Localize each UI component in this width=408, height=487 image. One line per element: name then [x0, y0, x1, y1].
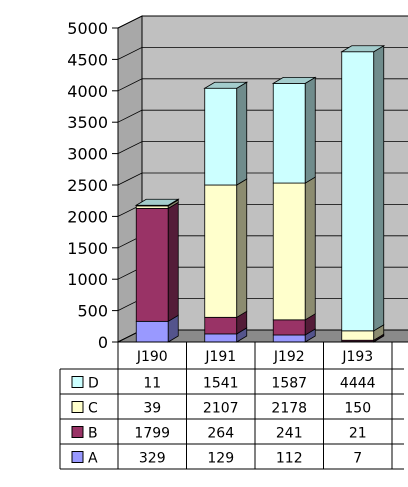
category-label: J191	[204, 349, 236, 365]
bar-segment	[272, 334, 306, 343]
y-tick-label: 2500	[67, 176, 108, 195]
bar-top	[134, 198, 180, 206]
data-value: 2178	[271, 401, 307, 417]
data-value: 4444	[340, 376, 376, 392]
gridline	[117, 109, 408, 123]
data-value: 129	[207, 451, 234, 467]
gridline	[117, 172, 408, 186]
y-tick-label: 2000	[67, 207, 108, 226]
legend-swatch	[71, 426, 84, 438]
y-axis: 0 500 1000 1500 2000 2500 3000 3500 4000 4500 5000	[67, 19, 119, 352]
data-value: 1541	[203, 376, 239, 392]
legend-swatch	[71, 451, 84, 463]
legend-swatch	[71, 401, 84, 413]
bar-segment	[204, 316, 238, 335]
bar-top	[203, 81, 249, 89]
legend-swatch	[71, 376, 84, 388]
data-value: 11	[143, 376, 161, 392]
data-value: 329	[139, 451, 166, 467]
category-label: J192	[273, 349, 305, 365]
data-value: 21	[349, 426, 367, 442]
category-label: J193	[341, 349, 373, 365]
y-tick-label: 3000	[67, 145, 108, 164]
bars	[134, 45, 386, 343]
y-tick-label: 1500	[67, 239, 108, 258]
bar-segment	[204, 333, 238, 343]
bar-segment	[204, 184, 238, 318]
legend-label: C	[88, 401, 98, 417]
bar-segment	[272, 82, 306, 184]
y-tick-label: 1000	[67, 270, 108, 289]
bar-segment-side	[236, 178, 248, 319]
data-value: 112	[276, 451, 303, 467]
bar-segment	[135, 320, 169, 343]
bar-segment	[272, 319, 306, 336]
data-value: 7	[353, 451, 362, 467]
bar-segment-side	[304, 176, 316, 321]
bar-segment	[272, 182, 306, 321]
data-value: 1799	[134, 426, 170, 442]
y-tick-label: 5000	[67, 19, 108, 38]
data-value: 264	[207, 426, 234, 442]
y-tick-label: 500	[77, 302, 108, 321]
legend-label: D	[88, 376, 99, 392]
bar-segment-side	[167, 201, 179, 323]
bar-segment-side	[236, 81, 248, 186]
category-label: J190	[136, 349, 168, 365]
gridline	[117, 47, 408, 60]
data-value: 39	[143, 401, 161, 417]
y-tick-label: 3500	[67, 113, 108, 132]
bar-segment	[341, 330, 375, 341]
data-value: 1587	[271, 376, 307, 392]
y-tick-label: 4000	[67, 82, 108, 101]
data-value: 2107	[203, 401, 239, 417]
bar-top	[340, 45, 386, 53]
bar-segment	[341, 51, 375, 332]
gridline	[117, 141, 408, 154]
data-table: J190 J191 J192 J193 D 11 1541 1587 4444 C 39 2107 21…	[59, 341, 404, 470]
y-tick-label: 4500	[67, 50, 108, 69]
bar-segment	[204, 87, 238, 186]
bar-segment-side	[373, 45, 385, 332]
gridline	[117, 78, 408, 92]
gridline	[117, 15, 408, 29]
y-tick-label: 0	[98, 333, 108, 352]
legend-label: A	[88, 451, 98, 467]
data-value: 241	[276, 426, 303, 442]
data-value: 150	[344, 401, 371, 417]
bar-segment	[135, 207, 169, 322]
bar-top	[271, 76, 317, 84]
gridlines	[117, 15, 408, 343]
legend-label: B	[88, 426, 98, 442]
bar-segment-side	[304, 76, 316, 184]
